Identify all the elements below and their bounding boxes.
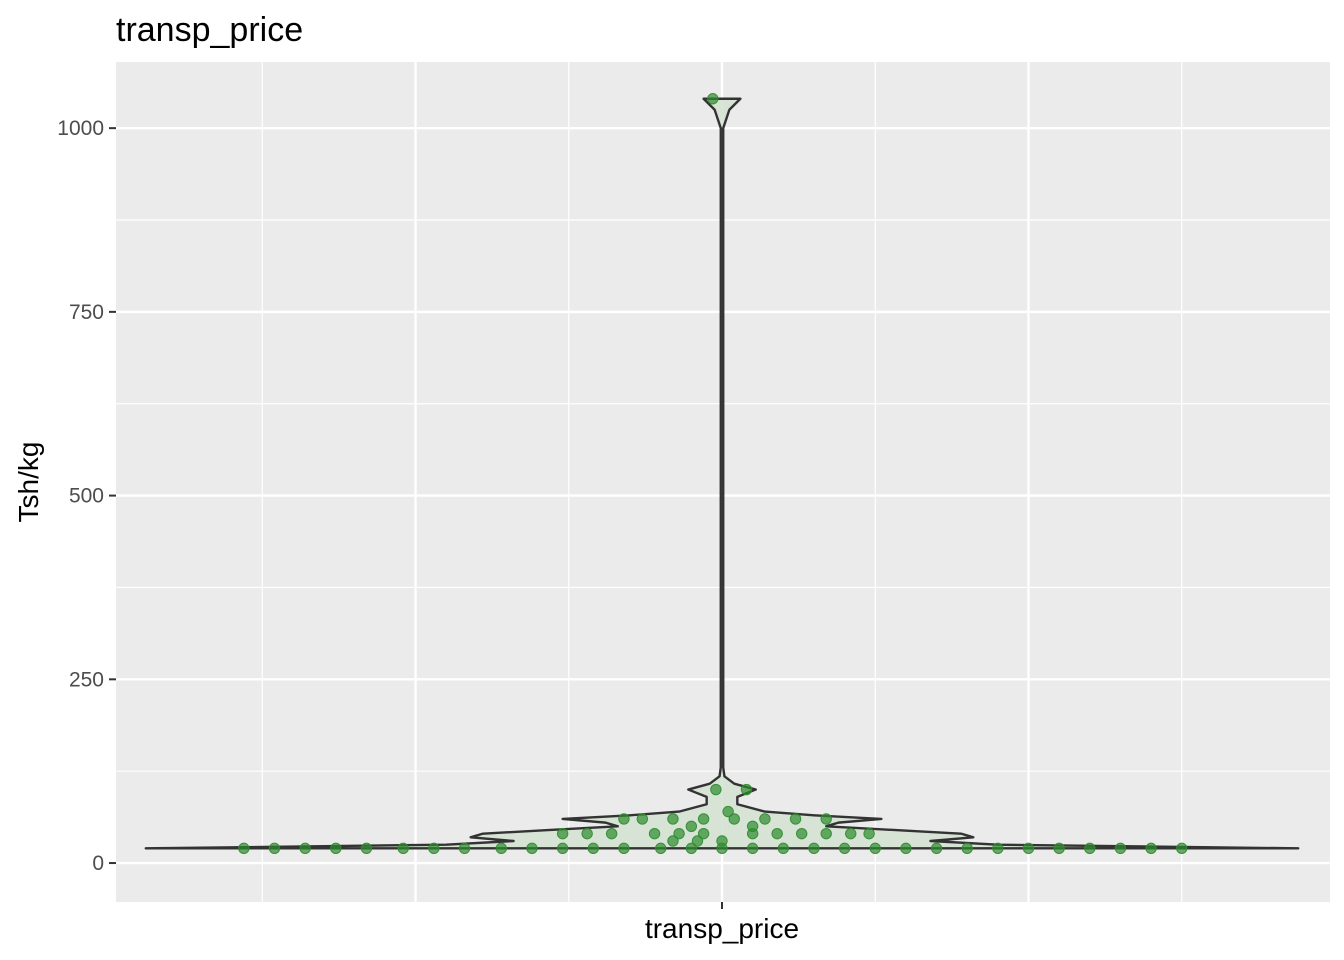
data-point	[428, 842, 440, 855]
data-point	[777, 842, 789, 855]
data-points	[238, 93, 1188, 855]
y-tick-label: 0	[92, 852, 104, 875]
data-point	[697, 827, 710, 840]
data-point	[495, 842, 508, 855]
data-point	[636, 813, 649, 825]
data-point	[722, 805, 734, 818]
data-point	[618, 813, 630, 825]
data-point	[1022, 842, 1035, 855]
data-point	[716, 835, 728, 847]
data-point	[992, 842, 1004, 855]
y-axis-title: Tsh/kg	[13, 442, 44, 523]
data-point	[360, 842, 373, 855]
data-point	[1145, 842, 1157, 855]
data-point	[556, 827, 569, 840]
x-axis-title: transp_price	[645, 913, 799, 944]
data-point	[863, 827, 875, 840]
data-point	[930, 842, 943, 855]
data-point	[697, 813, 710, 825]
violin-layer	[144, 97, 1300, 850]
data-point	[605, 827, 618, 840]
data-point	[667, 835, 679, 847]
data-point	[673, 827, 685, 840]
data-point	[838, 842, 851, 855]
chart-title: transp_price	[116, 11, 303, 49]
data-point	[238, 842, 250, 855]
data-point	[707, 93, 719, 105]
y-tick-label: 250	[69, 668, 104, 691]
data-point	[1114, 842, 1127, 855]
violin-shape	[144, 97, 1300, 850]
data-point	[795, 827, 808, 840]
data-point	[648, 827, 661, 840]
y-tick-label: 500	[69, 485, 104, 508]
data-point	[820, 813, 832, 825]
data-point	[869, 842, 881, 855]
y-axis: 0 250 500 750 1000	[57, 117, 116, 875]
data-point	[808, 842, 820, 855]
data-point	[458, 842, 471, 855]
data-point	[556, 842, 569, 855]
data-point	[789, 813, 802, 825]
data-point	[691, 835, 704, 847]
data-point	[587, 842, 599, 855]
data-point	[961, 842, 973, 855]
data-point	[740, 783, 753, 796]
data-point	[397, 842, 409, 855]
data-point	[820, 827, 832, 840]
data-point	[655, 842, 667, 855]
data-point	[268, 842, 281, 855]
data-point	[299, 842, 311, 855]
data-point	[1053, 842, 1065, 855]
data-point	[581, 827, 593, 840]
data-point	[1084, 842, 1096, 855]
y-tick-label: 1000	[57, 117, 104, 140]
data-point	[667, 813, 679, 825]
data-point	[330, 842, 342, 855]
data-point	[685, 820, 698, 833]
data-point	[618, 842, 630, 855]
data-point	[746, 842, 759, 855]
data-point	[685, 842, 698, 855]
y-tick-label: 750	[69, 301, 104, 324]
data-point	[771, 827, 783, 840]
data-point	[728, 813, 740, 825]
data-point	[759, 813, 771, 825]
data-point	[710, 783, 722, 796]
data-point	[900, 842, 912, 855]
data-point	[845, 827, 857, 840]
data-point	[1176, 842, 1188, 855]
data-point	[526, 842, 538, 855]
data-point	[746, 820, 759, 833]
